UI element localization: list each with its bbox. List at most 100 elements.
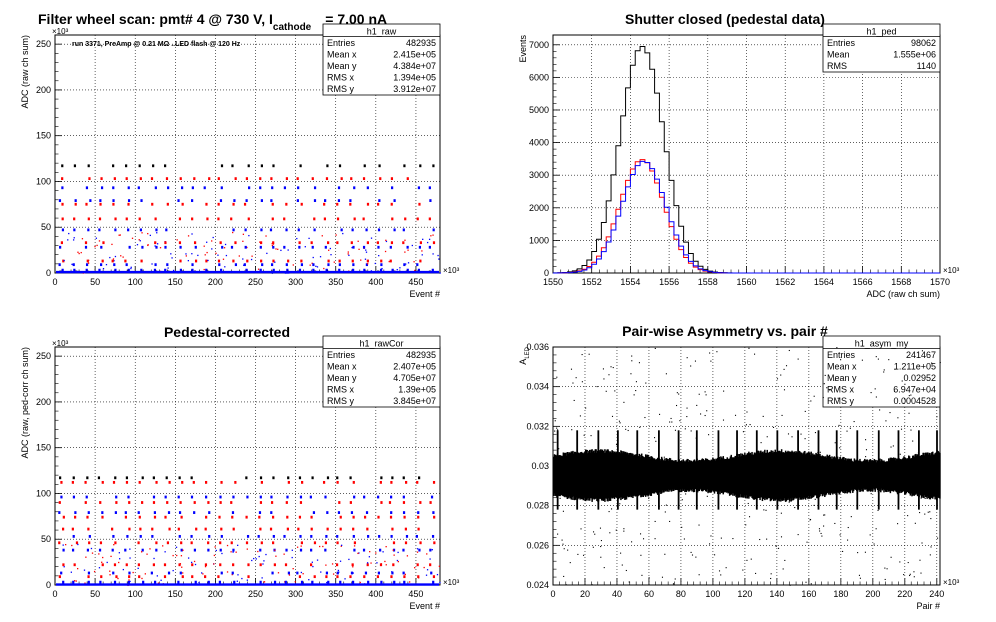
data-point: [245, 476, 248, 480]
data-point: [654, 347, 656, 350]
data-point: [259, 580, 262, 584]
asym-band-column: [916, 454, 919, 497]
asym-band-column: [852, 461, 855, 492]
data-point: [166, 263, 169, 267]
data-point: [385, 239, 387, 241]
stats-label: Mean y: [827, 373, 857, 383]
data-point: [172, 569, 174, 572]
data-point: [745, 424, 747, 426]
data-point: [271, 515, 275, 519]
data-point: [204, 565, 207, 568]
data-point: [139, 228, 143, 232]
data-point: [58, 199, 62, 202]
asym-band-column: [928, 452, 931, 500]
data-point: [670, 417, 672, 420]
data-point: [98, 553, 100, 555]
x-tick-label: 250: [248, 277, 263, 287]
data-point: [338, 263, 341, 267]
data-point: [417, 186, 421, 190]
asym-band-column: [875, 459, 877, 489]
data-point: [421, 250, 423, 252]
data-point: [152, 563, 155, 567]
data-point: [191, 263, 194, 267]
data-point: [159, 247, 162, 249]
data-point: [84, 245, 88, 249]
asym-band-column: [773, 451, 776, 500]
data-point: [374, 262, 376, 265]
data-point: [336, 217, 340, 221]
asym-band-column: [582, 453, 585, 501]
data-point: [365, 511, 369, 514]
data-point: [190, 541, 193, 545]
data-point: [728, 484, 730, 487]
data-point: [703, 459, 705, 462]
y-tick-label: 50: [41, 534, 51, 544]
x-tick-label: 0: [52, 589, 57, 599]
data-point: [734, 414, 737, 416]
data-point: [600, 539, 602, 542]
data-point: [286, 515, 289, 519]
asym-band-column: [866, 459, 868, 492]
data-point: [86, 476, 89, 480]
asym-band-column: [807, 452, 809, 500]
stats-label: RMS y: [827, 396, 855, 406]
data-point: [862, 468, 864, 470]
data-point: [554, 420, 556, 422]
data-point: [259, 268, 262, 272]
data-point: [202, 573, 204, 575]
asym-band-column: [681, 462, 684, 489]
data-point: [98, 548, 102, 552]
data-point: [224, 266, 226, 268]
y-tick-label: 5000: [529, 105, 549, 115]
data-point: [600, 545, 602, 548]
data-point: [191, 217, 194, 221]
data-point: [358, 248, 360, 250]
data-point: [557, 429, 559, 431]
chart-pedestal-title: Shutter closed (pedestal data): [625, 11, 825, 27]
data-point: [402, 241, 405, 245]
data-point: [678, 393, 680, 395]
asym-band-column: [746, 453, 748, 499]
y-tick-label: 2000: [529, 203, 549, 213]
data-point: [124, 259, 127, 263]
asym-band-column: [690, 460, 693, 491]
data-point: [292, 264, 294, 266]
data-point: [245, 268, 248, 272]
data-point: [839, 534, 841, 536]
data-point: [166, 202, 169, 206]
asym-band-column: [929, 455, 932, 500]
data-point: [205, 202, 208, 206]
data-point: [748, 347, 750, 349]
data-point: [269, 527, 273, 531]
asym-spike: [817, 430, 820, 510]
data-point: [806, 541, 808, 543]
stats-label: Entries: [327, 38, 356, 48]
data-point: [796, 481, 798, 483]
asym-band-column: [802, 453, 804, 500]
data-point: [865, 456, 867, 458]
asym-band-column: [644, 454, 647, 497]
data-point: [780, 374, 782, 376]
asym-band-column: [900, 459, 903, 493]
data-point: [576, 453, 578, 455]
data-point: [259, 548, 262, 552]
asym-band-column: [675, 460, 677, 490]
asym-band-column: [568, 452, 571, 497]
data-point: [88, 177, 91, 181]
data-point: [201, 572, 203, 574]
data-point: [621, 564, 623, 566]
data-point: [884, 578, 886, 581]
asym-band-column: [671, 459, 673, 492]
data-point: [619, 422, 621, 424]
data-point: [897, 417, 899, 419]
data-point: [83, 569, 86, 571]
data-point: [164, 515, 167, 519]
asym-band-column: [844, 459, 846, 494]
data-point: [60, 480, 63, 484]
data-point: [118, 561, 120, 564]
data-point: [908, 395, 910, 397]
data-point: [842, 550, 844, 553]
data-point: [325, 177, 329, 181]
data-point: [178, 563, 181, 567]
